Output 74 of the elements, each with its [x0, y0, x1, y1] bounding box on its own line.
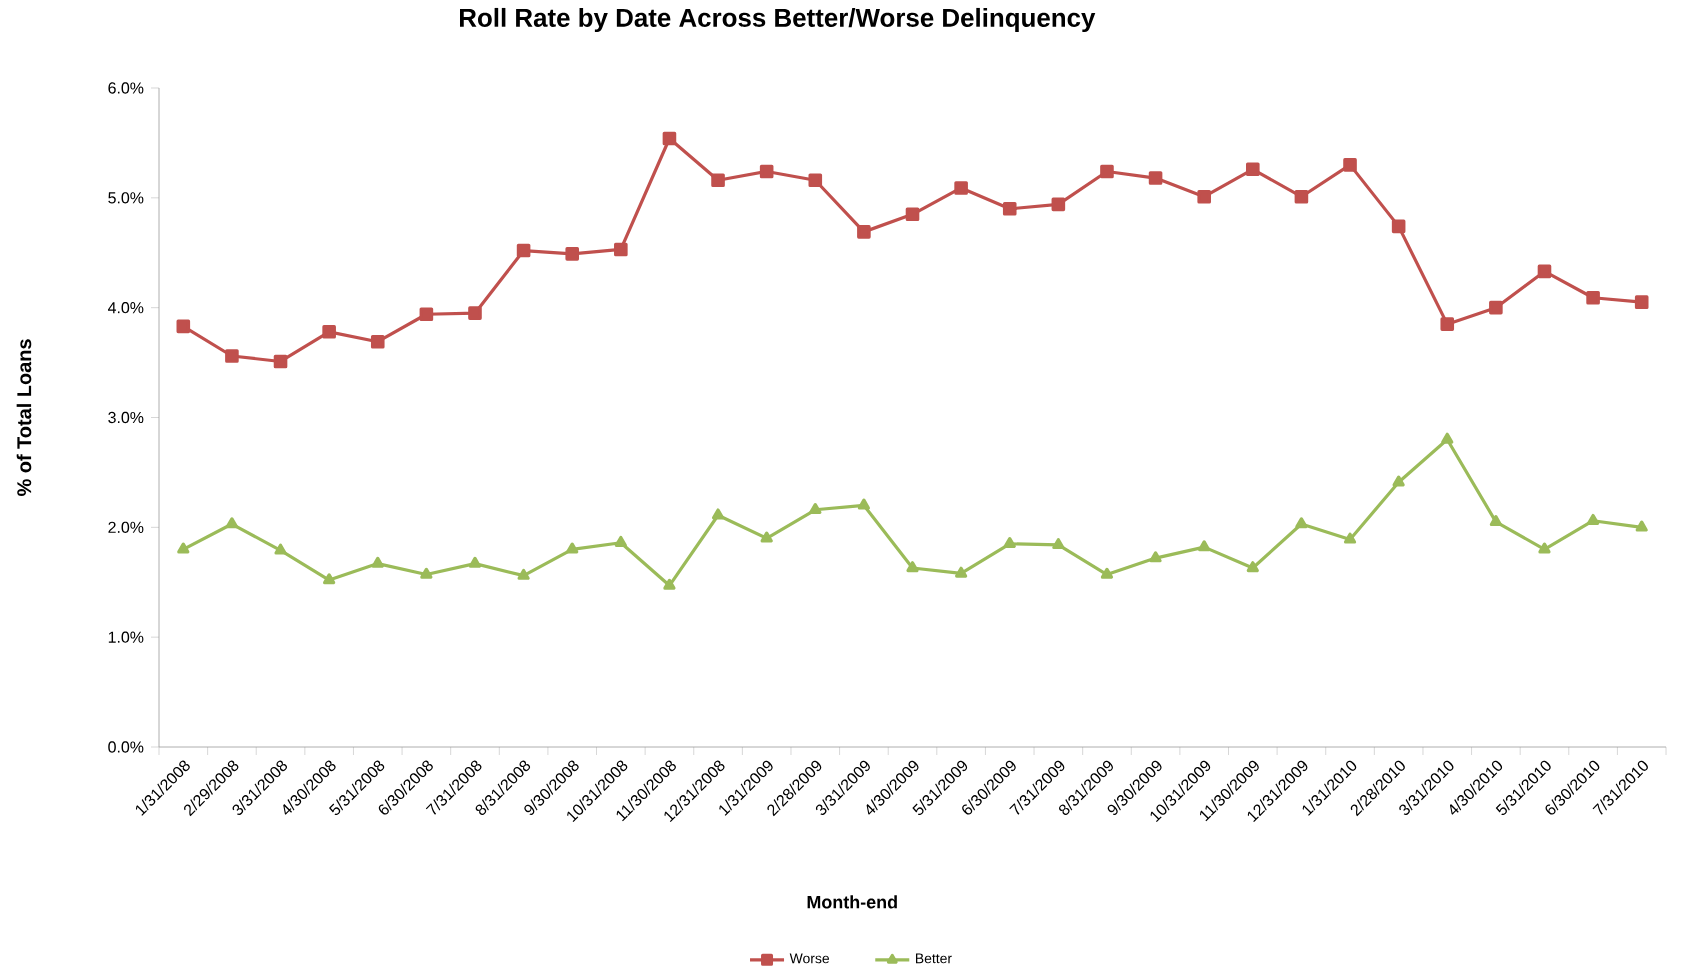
point	[614, 535, 627, 547]
y-tick-label: 1.0%	[108, 631, 144, 643]
point	[1003, 537, 1016, 549]
point	[176, 319, 191, 334]
point	[955, 566, 968, 578]
point	[516, 243, 531, 258]
point	[1537, 264, 1552, 279]
point	[1294, 189, 1309, 204]
point	[1538, 542, 1551, 554]
point	[274, 543, 287, 555]
point	[1052, 538, 1065, 550]
point	[1149, 551, 1162, 563]
point	[662, 131, 677, 146]
point	[225, 349, 239, 363]
point	[1246, 162, 1260, 177]
y-axis-title: % of Total Loans	[16, 339, 32, 496]
y-tick-label: 5.0%	[108, 192, 144, 204]
point	[1440, 317, 1455, 331]
y-tick-label: 2.0%	[108, 521, 144, 533]
point	[177, 542, 190, 554]
point	[1489, 515, 1502, 527]
y-tick-label: 3.0%	[108, 411, 144, 424]
chart-title: Roll Rate by Date Across Better/Worse Delinquency	[460, 7, 1096, 33]
point	[711, 508, 725, 520]
point	[1051, 197, 1066, 212]
y-tick-label: 6.0%	[108, 82, 144, 94]
point	[468, 556, 482, 568]
point	[1586, 513, 1600, 525]
point	[322, 325, 336, 339]
point	[566, 542, 579, 554]
point	[1441, 432, 1454, 444]
point	[419, 307, 434, 322]
point	[371, 556, 384, 568]
point	[1586, 290, 1600, 305]
point	[1100, 164, 1114, 179]
point	[1197, 189, 1211, 204]
point	[711, 173, 725, 188]
point	[517, 568, 530, 580]
point	[468, 306, 482, 320]
point	[857, 225, 871, 239]
point	[420, 567, 433, 579]
point	[808, 173, 823, 188]
point	[809, 502, 822, 514]
x-axis-title: Month-end	[807, 895, 897, 909]
point	[954, 181, 968, 195]
point	[1635, 520, 1648, 532]
point	[906, 561, 919, 573]
point	[1391, 219, 1406, 234]
point	[1343, 532, 1357, 544]
point	[1002, 202, 1017, 216]
legend-label: Worse	[789, 953, 830, 964]
point	[1634, 295, 1649, 309]
point	[1295, 517, 1308, 529]
point	[857, 498, 870, 510]
point	[1148, 171, 1163, 185]
point	[760, 531, 773, 543]
point	[225, 517, 239, 529]
point	[1489, 300, 1503, 315]
point	[1198, 540, 1211, 552]
point	[273, 354, 288, 369]
point	[663, 578, 676, 590]
point	[1246, 561, 1259, 573]
point	[565, 247, 580, 261]
point	[370, 334, 385, 349]
point	[759, 164, 774, 179]
legend-label: Better	[916, 953, 952, 964]
point	[1392, 475, 1405, 487]
point	[614, 242, 628, 257]
point	[1343, 158, 1357, 172]
point	[905, 207, 920, 222]
y-tick-label: 0.0%	[108, 741, 144, 753]
point	[323, 573, 336, 585]
y-tick-label: 4.0%	[108, 302, 144, 314]
point	[1100, 567, 1114, 579]
